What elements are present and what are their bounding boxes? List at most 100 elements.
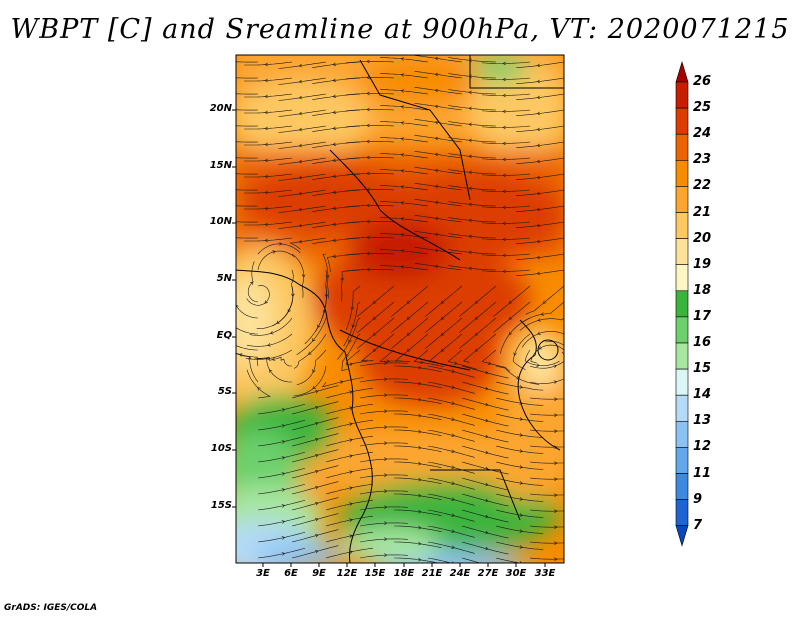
streamline (563, 493, 564, 494)
streamline (257, 243, 301, 255)
streamline (495, 445, 544, 454)
streamline-arrow (384, 361, 388, 365)
streamline (390, 317, 429, 349)
streamline-arrow (298, 127, 303, 132)
streamline-arrow (400, 105, 405, 109)
streamline-arrow (384, 473, 388, 477)
streamline (427, 509, 475, 522)
streamline-arrow (502, 205, 506, 210)
streamline-arrow (384, 457, 388, 461)
streamline-arrow (451, 369, 455, 373)
streamline-arrow (540, 312, 545, 316)
streamline (458, 285, 497, 317)
streamline-arrow (276, 320, 280, 324)
streamline (461, 381, 509, 395)
streamline (236, 141, 259, 143)
streamline-arrow (400, 57, 405, 61)
streamline-arrow (502, 61, 506, 66)
streamline-arrow (468, 250, 472, 255)
streamline (244, 125, 293, 130)
streamline (380, 153, 429, 159)
streamline (244, 173, 293, 178)
streamline (244, 237, 293, 242)
streamline (394, 541, 442, 549)
streamline-arrow (418, 509, 422, 514)
streamline (516, 253, 564, 260)
streamline-arrow (468, 90, 472, 95)
streamline (346, 189, 395, 192)
streamline (380, 201, 429, 207)
streamline-arrow (451, 417, 455, 421)
streamline-arrow (418, 557, 422, 562)
streamline (413, 349, 444, 367)
streamline-arrow (536, 207, 541, 212)
streamline (254, 356, 293, 367)
streamline-arrow (485, 514, 489, 519)
streamline (482, 221, 531, 224)
streamline (414, 55, 463, 63)
streamline (448, 137, 497, 143)
streamline-arrow (418, 541, 422, 546)
streamline-arrow (542, 300, 547, 304)
streamline-arrow (502, 157, 506, 162)
streamline (448, 265, 497, 271)
streamline-arrow (298, 223, 303, 228)
streamline-arrow (537, 331, 541, 335)
streamline (346, 269, 395, 272)
streamline-arrow (502, 77, 506, 82)
streamline (461, 541, 509, 555)
streamline-arrow (502, 173, 506, 178)
streamline-arrow (349, 438, 353, 442)
streamline (529, 445, 564, 448)
streamline-arrow (315, 437, 319, 442)
streamline-arrow (264, 78, 268, 83)
streamline (563, 541, 564, 542)
streamline (346, 173, 395, 176)
streamline-arrow (440, 348, 445, 352)
streamline-arrow (281, 440, 286, 444)
streamline-arrow (468, 74, 472, 79)
colorbar-swatch (675, 160, 689, 187)
streamline (529, 525, 564, 528)
streamline-arrow (351, 324, 355, 328)
streamline-arrow (502, 253, 506, 258)
streamline (482, 77, 531, 80)
streamline (346, 237, 395, 240)
streamline-arrow (468, 122, 472, 127)
streamline (448, 89, 497, 95)
streamline (236, 61, 259, 63)
streamline-arrow (312, 385, 316, 390)
streamline-arrow (474, 300, 479, 304)
streamline-arrow (468, 266, 472, 271)
streamline (529, 557, 564, 560)
colorbar-swatch (675, 394, 689, 422)
streamline (563, 461, 564, 462)
streamline-arrow (536, 111, 541, 116)
streamline (345, 285, 361, 331)
streamline-arrow (349, 534, 353, 538)
streamline (346, 221, 395, 224)
streamline-arrow (536, 63, 541, 68)
streamline (325, 419, 373, 431)
streamline (380, 73, 429, 79)
streamline (380, 217, 429, 223)
streamline-arrow (418, 477, 422, 482)
streamline-arrow (315, 469, 319, 474)
streamline-arrow (386, 359, 390, 363)
streamline-arrow (588, 425, 591, 428)
streamline (244, 189, 293, 194)
streamline (461, 413, 509, 427)
streamline (346, 205, 395, 208)
streamline (545, 340, 564, 366)
streamline-arrow (519, 529, 523, 533)
streamline-arrow (434, 264, 439, 269)
streamline-arrow (400, 137, 405, 141)
streamline-arrow (519, 417, 523, 421)
streamline (500, 317, 531, 354)
streamline-arrow (565, 346, 568, 349)
colorbar-label: 18 (693, 282, 712, 298)
streamline (529, 461, 564, 464)
streamline (414, 151, 463, 159)
streamline (359, 362, 408, 367)
streamline-arrow (468, 58, 472, 63)
